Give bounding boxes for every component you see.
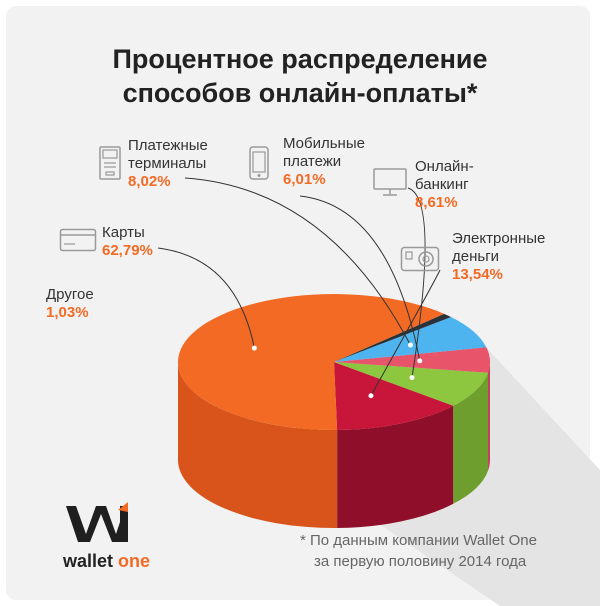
leader-line-emoney bbox=[370, 269, 441, 396]
label-emoney: Электронные деньги 13,54% bbox=[452, 230, 545, 284]
leader-dot-mobile bbox=[417, 358, 423, 364]
label-cards-value: 62,79% bbox=[102, 242, 153, 259]
smartphone-icon bbox=[249, 146, 269, 180]
pie-sides bbox=[178, 362, 490, 529]
label-mobile: Мобильные платежи 6,01% bbox=[283, 135, 365, 189]
label-emoney-line1: Электронные bbox=[452, 230, 546, 247]
label-banking-value: 8,61% bbox=[415, 194, 458, 211]
label-mobile-line2: платежи bbox=[283, 153, 342, 170]
pie-side-mobile bbox=[488, 362, 490, 471]
footnote-line-1: * По данным компании Wallet One bbox=[300, 532, 537, 549]
pie-slice-terminals bbox=[334, 317, 487, 362]
label-mobile-value: 6,01% bbox=[283, 171, 326, 188]
leader-line-terminals bbox=[184, 177, 411, 346]
leader-dot-banking bbox=[409, 375, 415, 381]
label-emoney-line2: деньги bbox=[452, 248, 500, 265]
leader-line-banking bbox=[407, 187, 426, 378]
label-cards: Карты 62,79% bbox=[102, 224, 153, 260]
wallet-icon bbox=[400, 246, 440, 272]
label-other-line1: Другое bbox=[46, 286, 94, 303]
pie-slice-other bbox=[334, 313, 452, 362]
footnote-line-2: за первую половину 2014 года bbox=[314, 553, 527, 570]
label-banking: Онлайн- банкинг 8,61% bbox=[415, 158, 474, 212]
leader-line-mobile bbox=[299, 195, 421, 361]
label-emoney-value: 13,54% bbox=[452, 266, 503, 283]
pie-slice-emoney bbox=[334, 362, 454, 430]
label-terminals-line1: Платежные bbox=[128, 137, 208, 154]
leader-dot-terminals bbox=[407, 342, 413, 348]
label-other: Другое 1,03% bbox=[46, 286, 94, 322]
leader-lines bbox=[157, 177, 441, 399]
label-terminals-line2: терминалы bbox=[128, 155, 207, 172]
chart-title: Процентное распределение способов онлайн… bbox=[0, 42, 600, 110]
title-line-2: способов онлайн-оплаты* bbox=[122, 78, 478, 108]
card-icon bbox=[59, 228, 97, 252]
label-terminals: Платежные терминалы 8,02% bbox=[128, 137, 208, 191]
footnote: * По данным компании Wallet One за перву… bbox=[300, 530, 537, 572]
label-other-value: 1,03% bbox=[46, 304, 89, 321]
wallet-one-logo-text: wallet one bbox=[63, 551, 151, 571]
label-banking-line1: Онлайн- bbox=[415, 158, 474, 175]
label-mobile-line1: Мобильные bbox=[283, 135, 365, 152]
leader-dot-cards bbox=[251, 345, 257, 351]
monitor-icon bbox=[373, 168, 407, 196]
wallet-one-logo-mark bbox=[66, 502, 128, 542]
label-cards-line1: Карты bbox=[102, 224, 145, 241]
pie-tops bbox=[178, 294, 490, 430]
title-line-1: Процентное распределение bbox=[112, 44, 488, 74]
leader-dot-emoney bbox=[368, 393, 374, 399]
label-banking-line2: банкинг bbox=[415, 176, 469, 193]
terminal-icon bbox=[99, 146, 121, 180]
leader-line-cards bbox=[157, 247, 255, 349]
pie-side-banking bbox=[453, 372, 489, 504]
pie-slice-cards bbox=[178, 294, 445, 430]
label-terminals-value: 8,02% bbox=[128, 173, 171, 190]
pie-side-cards bbox=[178, 362, 338, 529]
pie-side-emoney bbox=[337, 405, 454, 528]
pie-slice-banking bbox=[334, 362, 489, 406]
pie-slice-mobile bbox=[334, 347, 490, 373]
